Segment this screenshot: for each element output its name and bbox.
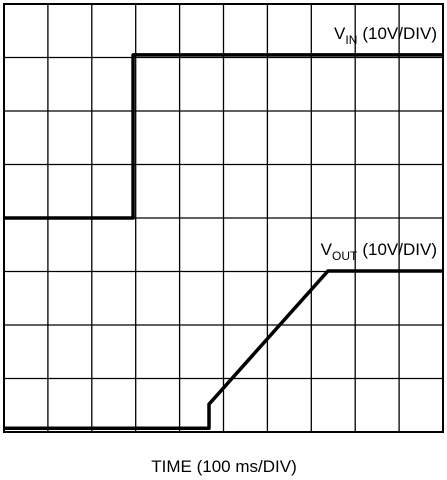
- series-label: VOUT (10V/DIV): [321, 240, 437, 263]
- waveform: [4, 269, 443, 431]
- series-scale: (10V/DIV): [362, 24, 437, 43]
- series-subscript: IN: [345, 33, 357, 47]
- series-name: V: [321, 240, 333, 259]
- waveform: [4, 53, 443, 220]
- series-subscript: OUT: [332, 249, 358, 263]
- series-name: V: [334, 24, 346, 43]
- series-scale: (10V/DIV): [362, 240, 437, 259]
- series-label: VIN (10V/DIV): [334, 24, 437, 47]
- x-axis-label: TIME (100 ms/DIV): [151, 457, 296, 476]
